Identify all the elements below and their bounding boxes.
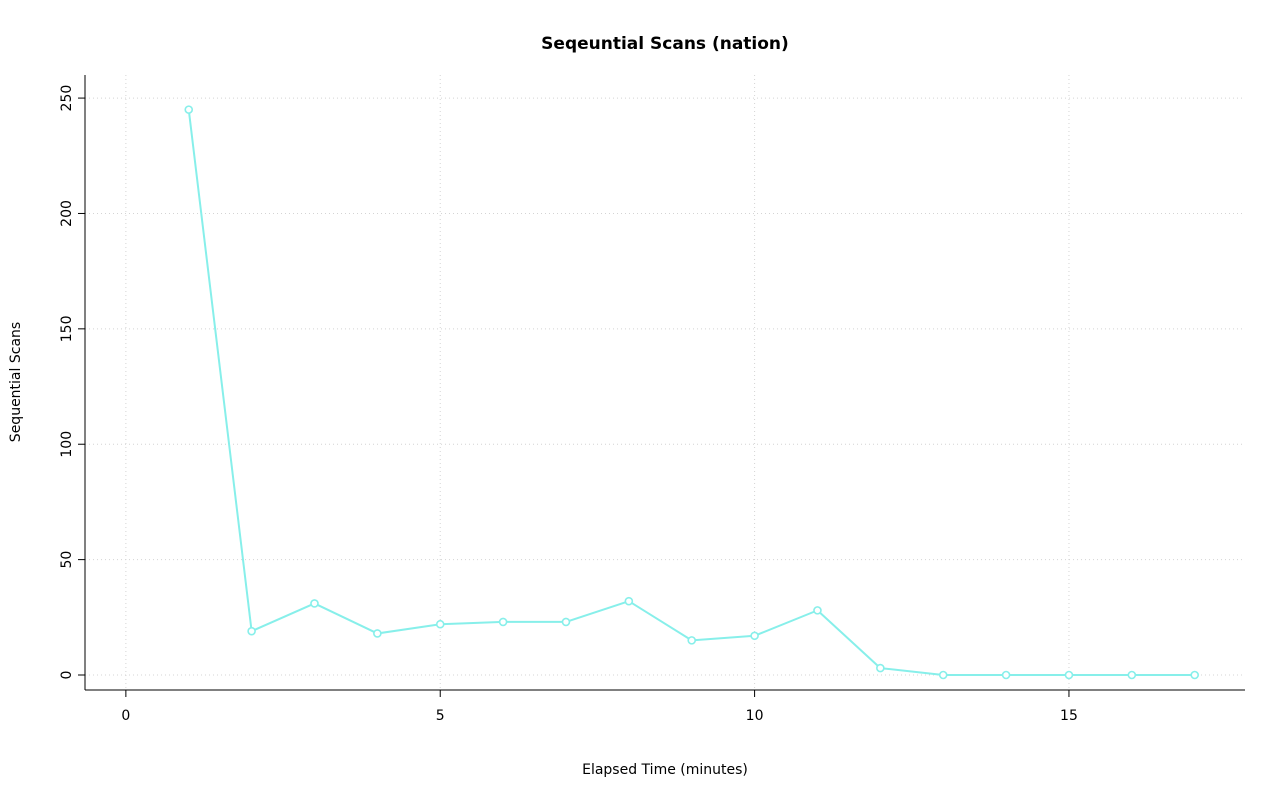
data-point [938, 670, 948, 680]
data-point [624, 596, 634, 606]
data-point [498, 617, 508, 627]
data-point [310, 599, 319, 608]
data-point [373, 629, 382, 638]
data-point [1127, 670, 1137, 680]
data-point [876, 663, 885, 673]
data-point [813, 606, 822, 615]
x-axis-label: Elapsed Time (minutes) [582, 762, 748, 778]
x-tick-label: 15 [1060, 708, 1078, 724]
data-line [187, 108, 1196, 676]
data-point [184, 105, 194, 114]
y-tick-label: 200 [59, 200, 75, 227]
data-point [561, 617, 571, 627]
data-point [750, 631, 759, 641]
y-axis-label: Sequential Scans [8, 321, 24, 443]
y-tick-label: 0 [59, 671, 75, 680]
data-point [1001, 670, 1011, 680]
y-tick-label: 100 [59, 431, 75, 458]
y-tick-label: 50 [59, 551, 75, 569]
y-tick-label: 150 [59, 315, 75, 342]
x-tick-label: 5 [436, 708, 445, 724]
data-point [247, 626, 256, 636]
chart-title: Seqeuntial Scans (nation) [541, 34, 789, 54]
data-point [1064, 670, 1074, 680]
data-point [1190, 670, 1200, 680]
x-tick-label: 10 [746, 708, 764, 724]
y-tick-label: 250 [59, 85, 75, 112]
data-point [687, 636, 697, 645]
x-tick-label: 0 [121, 708, 130, 724]
data-point [435, 619, 445, 629]
